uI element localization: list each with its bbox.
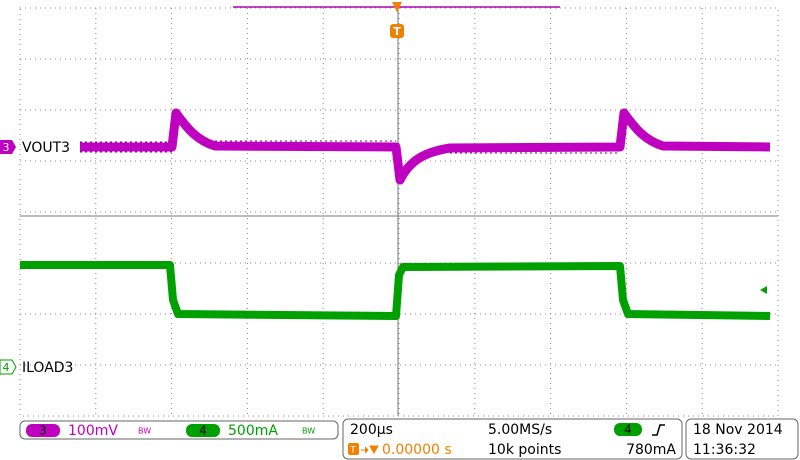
ch3-label: VOUT3 xyxy=(22,140,70,156)
vout3-noise xyxy=(80,140,620,154)
trigger-level-arrow xyxy=(760,286,767,294)
timebase-box xyxy=(342,418,683,460)
ch3-marker xyxy=(0,140,16,154)
time: 11:36:32 xyxy=(693,442,756,458)
trigger-level: 780mA xyxy=(626,442,676,458)
trigger-channel: 4 xyxy=(624,423,632,437)
datetime-box xyxy=(685,418,799,460)
iload3-trace xyxy=(20,261,771,320)
date: 18 Nov 2014 xyxy=(693,422,783,438)
ch4-number: 4 xyxy=(3,361,10,374)
time-scale: 200µs xyxy=(350,422,393,438)
ch4-bw: BW xyxy=(302,427,315,436)
trigger-arrows xyxy=(361,445,379,455)
graticule-frame xyxy=(19,7,779,417)
trigger-slope xyxy=(652,424,665,436)
ch4-badge-number: 4 xyxy=(199,424,207,438)
ch3-badge xyxy=(26,424,60,437)
ch3-number: 3 xyxy=(3,141,10,154)
trigger-marker-box xyxy=(390,24,404,38)
ch4-scale: 500mA xyxy=(228,423,278,439)
ch4-badge xyxy=(186,424,220,437)
trigger-pos-arrow xyxy=(392,2,402,12)
trigger-channel-badge xyxy=(614,423,642,436)
ch3-scale: 100mV xyxy=(68,423,118,439)
trigger-marker: T xyxy=(393,25,401,38)
trigger-position: 0.00000 s xyxy=(382,442,452,458)
trigger-icon-letter: T xyxy=(349,446,356,456)
sample-rate: 5.00MS/s xyxy=(488,422,552,438)
record-length: 10k points xyxy=(488,442,561,458)
ch3-bw: BW xyxy=(138,427,151,436)
trigger-icon xyxy=(348,443,359,455)
graticule xyxy=(19,7,779,417)
channel-readout-box xyxy=(19,420,339,440)
ch3-badge-number: 3 xyxy=(39,424,47,438)
ch4-label: ILOAD3 xyxy=(22,360,73,376)
vout3-trace xyxy=(80,108,771,185)
ch4-marker xyxy=(0,359,17,375)
